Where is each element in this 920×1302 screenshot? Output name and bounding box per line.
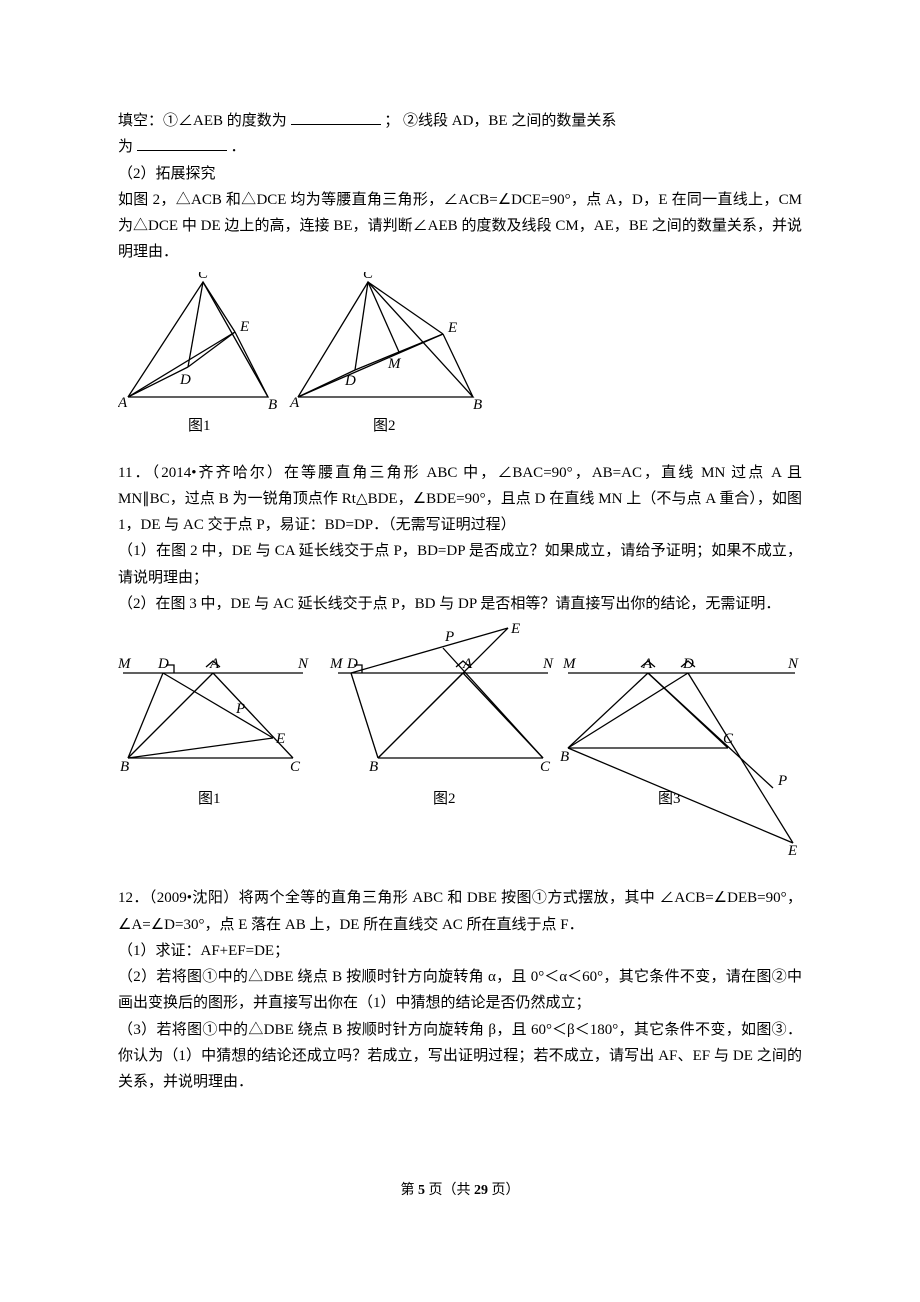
f2fig1-M: M: [118, 656, 132, 672]
f2fig2-A: A: [462, 656, 473, 672]
f2fig3-B: B: [560, 749, 569, 765]
q12-p3: （3）若将图①中的△DBE 绕点 B 按顺时针方向旋转角 β，且 60°＜β＜1…: [118, 1017, 802, 1096]
sec2-title: （2）拓展探究: [118, 161, 802, 187]
figset2: M D A N B C P E 图1: [118, 623, 802, 867]
f2fig1-B: B: [120, 759, 129, 775]
figset1-svg: A B C D E 图1 A B C D E: [118, 272, 488, 442]
fill-line-1: 填空：①∠AEB 的度数为 ； ②线段 AD，BE 之间的数量关系: [118, 108, 802, 134]
fig1-D: D: [179, 372, 191, 388]
fig2-D: D: [344, 373, 356, 389]
q11-head: 11．（2014•齐齐哈尔）在等腰直角三角形 ABC 中，∠BAC=90°，AB…: [118, 460, 802, 539]
blank-2: [137, 136, 227, 152]
sec2-p1: 如图 2，△ACB 和△DCE 均为等腰直角三角形，∠ACB=∠DCE=90°，…: [118, 187, 802, 266]
fig2-C: C: [363, 272, 374, 282]
q12-head: 12．（2009•沈阳）将两个全等的直角三角形 ABC 和 DBE 按图①方式摆…: [118, 885, 802, 938]
fill-suffix-2: ．: [231, 139, 246, 155]
f2fig3-E: E: [787, 843, 797, 858]
f2fig1-E: E: [275, 731, 285, 747]
fig2-A: A: [289, 395, 300, 411]
figset1-group: A B C D E 图1 A B C D E: [118, 272, 482, 434]
blank-1: [291, 109, 381, 125]
fig1-A: A: [118, 395, 128, 411]
fig2-M: M: [387, 356, 402, 372]
f2fig1-D: D: [157, 656, 169, 672]
footer-total: 29: [474, 1183, 488, 1198]
f2-fig1: M D A N B C P E 图1: [118, 656, 309, 807]
q11-p1: （1）在图 2 中，DE 与 CA 延长线交于点 P，BD=DP 是否成立？如果…: [118, 538, 802, 591]
fill-label-1: 填空：①∠AEB 的度数为: [118, 113, 287, 129]
f2-fig3: M A D N B C P E 图3: [560, 656, 799, 858]
fig1-label: 图1: [188, 417, 211, 434]
f2fig2-C: C: [540, 759, 551, 775]
f2fig2-P: P: [444, 629, 454, 645]
f2fig2-B: B: [369, 759, 378, 775]
fig1-C: C: [198, 272, 209, 282]
f2fig3-C: C: [723, 731, 734, 747]
footer-prefix: 第: [401, 1183, 419, 1198]
q12-p2: （2）若将图①中的△DBE 绕点 B 按顺时针方向旋转角 α，且 0°＜α＜60…: [118, 964, 802, 1017]
f2fig3-N: N: [787, 656, 799, 672]
f2fig2-label: 图2: [433, 790, 456, 807]
q12-p1: （1）求证：AF+EF=DE；: [118, 938, 802, 964]
fill-line-2: 为 ．: [118, 134, 802, 160]
fig2-label: 图2: [373, 417, 396, 434]
footer-suffix: 页）: [488, 1183, 520, 1198]
footer-mid: 页（共: [425, 1183, 474, 1198]
f2fig3-P: P: [777, 773, 787, 789]
f2fig1-C: C: [290, 759, 301, 775]
fig2-E: E: [447, 320, 457, 336]
f2-fig2: M D A N B C P E 图2: [329, 623, 554, 807]
figset1: A B C D E 图1 A B C D E: [118, 272, 802, 442]
figset2-group: M D A N B C P E 图1: [118, 623, 799, 858]
fig1: A B C D E 图1: [118, 272, 277, 434]
f2fig1-P: P: [235, 701, 245, 717]
fig2-B: B: [473, 397, 482, 413]
f2fig3-A: A: [642, 656, 653, 672]
fig2: A B C D E M 图2: [289, 272, 482, 434]
q11-p2: （2）在图 3 中，DE 与 AC 延长线交于点 P，BD 与 DP 是否相等？…: [118, 591, 802, 617]
f2fig3-D: D: [682, 656, 694, 672]
page-footer: 第 5 页（共 29 页）: [118, 1179, 802, 1204]
f2fig1-A: A: [209, 656, 220, 672]
fig1-B: B: [268, 397, 277, 413]
footer-current: 5: [418, 1183, 425, 1198]
f2fig2-M: M: [329, 656, 344, 672]
f2fig2-N: N: [542, 656, 554, 672]
fill-suffix-1: ； ②线段 AD，BE 之间的数量关系: [384, 113, 616, 129]
fill-prefix-2: 为: [118, 139, 133, 155]
f2fig2-E: E: [510, 623, 520, 637]
fig1-E: E: [239, 319, 249, 335]
f2fig1-label: 图1: [198, 790, 221, 807]
f2fig3-label: 图3: [658, 790, 681, 807]
figset2-svg: M D A N B C P E 图1: [118, 623, 802, 858]
f2fig1-N: N: [297, 656, 309, 672]
f2fig3-M: M: [562, 656, 577, 672]
f2fig2-D: D: [346, 656, 358, 672]
